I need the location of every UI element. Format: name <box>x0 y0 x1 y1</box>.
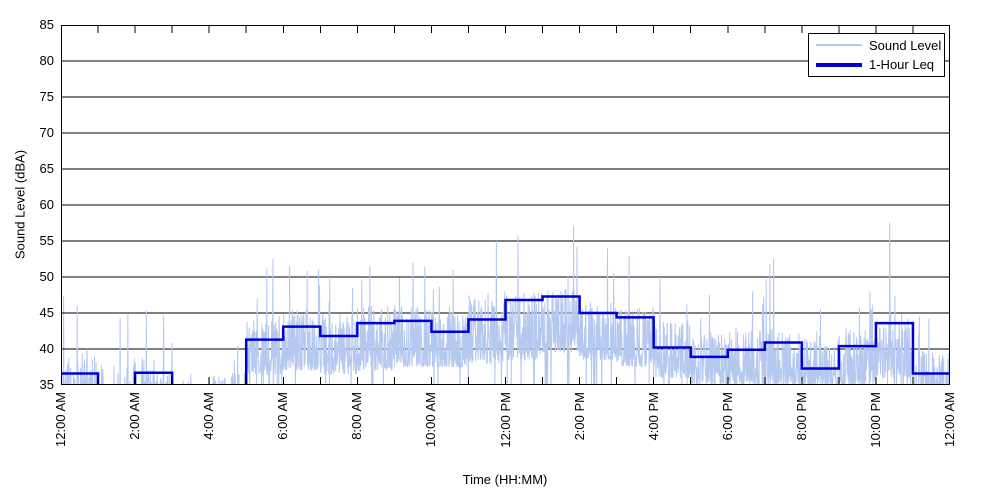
y-tick-label: 75 <box>39 89 54 104</box>
legend-item-leq: 1-Hour Leq <box>816 56 944 73</box>
leq-line-swatch <box>816 62 862 67</box>
plot-frame <box>61 25 950 385</box>
leq-step-line <box>61 295 950 385</box>
x-tick-label: 4:00 PM <box>645 392 661 441</box>
x-tick-label: 12:00 AM <box>942 392 957 447</box>
axis-ticks <box>61 25 950 385</box>
x-tick-label: 10:00 PM <box>867 392 883 448</box>
y-axis-title: Sound Level (dBA) <box>12 149 28 260</box>
y-tick-label: 70 <box>39 125 54 140</box>
y-tick-label: 60 <box>39 197 54 212</box>
grid-lines <box>61 60 950 350</box>
x-tick-label: 2:00 AM <box>127 392 143 440</box>
x-tick-label: 8:00 AM <box>349 392 365 440</box>
sound-level-line-swatch <box>816 44 862 47</box>
y-tick-label: 50 <box>39 269 54 284</box>
legend: Sound Level 1-Hour Leq <box>808 33 945 77</box>
legend-label-sound-level: Sound Level <box>869 37 942 53</box>
y-tick-label: 85 <box>39 17 54 32</box>
plot-area <box>61 25 950 385</box>
x-axis-title: Time (HH:MM) <box>462 472 548 487</box>
x-tick-label: 12:00 PM <box>497 392 513 448</box>
x-tick-label: 6:00 PM <box>719 392 735 441</box>
y-tick-label: 35 <box>39 377 54 392</box>
y-tick-label: 40 <box>39 341 54 356</box>
y-tick-label: 65 <box>39 161 54 176</box>
x-tick-label: 8:00 PM <box>793 392 809 441</box>
x-tick-label: 6:00 AM <box>275 392 291 440</box>
y-tick-label: 45 <box>39 305 54 320</box>
x-tick-label: 12:00 AM <box>53 392 68 447</box>
y-tick-label: 80 <box>39 53 54 68</box>
y-tick-label: 55 <box>39 233 54 248</box>
x-tick-label: 10:00 AM <box>423 392 439 447</box>
x-tick-label: 2:00 PM <box>571 392 587 441</box>
x-tick-label: 4:00 AM <box>201 392 217 440</box>
legend-item-sound-level: Sound Level <box>816 37 944 54</box>
legend-label-leq: 1-Hour Leq <box>869 57 935 73</box>
